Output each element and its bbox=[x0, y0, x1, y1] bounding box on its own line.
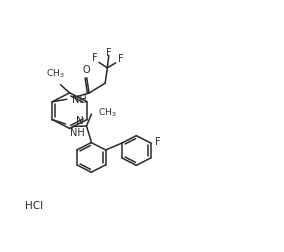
Text: NH: NH bbox=[72, 94, 87, 104]
Text: N: N bbox=[76, 116, 83, 125]
Text: F: F bbox=[106, 48, 112, 58]
Text: CH$_3$: CH$_3$ bbox=[98, 106, 116, 118]
Text: F: F bbox=[118, 54, 124, 64]
Text: CH$_3$: CH$_3$ bbox=[46, 68, 65, 80]
Text: NH: NH bbox=[70, 128, 85, 137]
Text: O: O bbox=[83, 65, 91, 75]
Text: F: F bbox=[92, 53, 97, 63]
Text: HCl: HCl bbox=[25, 200, 43, 210]
Text: F: F bbox=[155, 137, 160, 146]
